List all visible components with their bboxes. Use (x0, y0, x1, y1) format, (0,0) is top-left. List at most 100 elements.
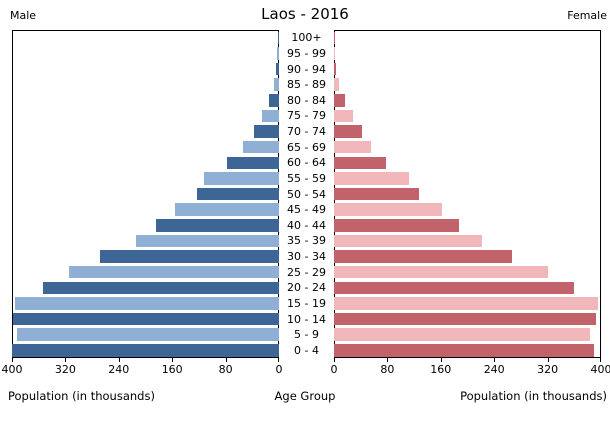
pyramid-row: 55 - 59 (12, 171, 601, 187)
male-bar (17, 328, 279, 341)
pyramid-row: 70 - 74 (12, 124, 601, 140)
female-bar-cell (334, 186, 601, 202)
age-group-label: 65 - 69 (287, 140, 326, 154)
female-side-label: Female (567, 9, 607, 22)
female-bar (334, 140, 372, 154)
center-axis-caption: Age Group (274, 389, 336, 403)
female-bar-cell (334, 296, 601, 312)
x-axis-tick-label: 0 (330, 363, 338, 376)
male-bar (196, 187, 279, 201)
male-bar (277, 31, 279, 45)
female-bar (334, 47, 336, 60)
female-bar (334, 187, 420, 201)
x-axis-tick-mark (547, 358, 549, 362)
x-axis-tick-label: 0 (275, 363, 283, 376)
male-bar (273, 78, 279, 91)
male-bar-cell (12, 264, 279, 280)
female-bar (334, 203, 443, 216)
x-axis-tick-mark (600, 358, 601, 362)
female-bar (334, 125, 363, 138)
pyramid-row: 85 - 89 (12, 77, 601, 93)
male-bar (203, 172, 279, 185)
x-axis-tick-label: 400 (590, 363, 610, 376)
age-group-label: 100+ (291, 31, 322, 45)
male-bar (226, 156, 279, 170)
female-bar (334, 219, 459, 232)
x-axis-tick-mark (387, 358, 389, 362)
pyramid-row: 10 - 14 (12, 311, 601, 327)
male-bar (12, 344, 279, 357)
male-bar-cell (12, 343, 279, 359)
x-axis-tick-mark (494, 358, 496, 362)
pyramid-row: 50 - 54 (12, 186, 601, 202)
female-bar-cell (334, 61, 601, 77)
female-bar-cell (334, 218, 601, 234)
female-bar (334, 297, 599, 310)
pyramid-row: 15 - 19 (12, 296, 601, 312)
age-group-label: 95 - 99 (287, 46, 326, 60)
male-bar-cell (12, 139, 279, 155)
x-axis-tick-mark (172, 358, 174, 362)
x-axis-tick-mark (334, 358, 335, 362)
female-bar-cell (334, 264, 601, 280)
male-bar-cell (12, 155, 279, 171)
age-group-label: 80 - 84 (287, 93, 326, 107)
x-axis-tick-label: 80 (380, 363, 395, 376)
age-group-label: 25 - 29 (287, 265, 326, 279)
age-group-label: 30 - 34 (287, 250, 326, 264)
male-bar-cell (12, 30, 279, 46)
age-group-label: 75 - 79 (287, 109, 326, 123)
x-axis-tick-label: 80 (218, 363, 233, 376)
x-axis-tick-mark (12, 358, 13, 362)
female-bar (334, 281, 575, 295)
pyramid-row: 30 - 34 (12, 249, 601, 265)
pyramid-row: 40 - 44 (12, 218, 601, 234)
age-group-label: 10 - 14 (287, 312, 326, 326)
age-group-label: 85 - 89 (287, 78, 326, 92)
female-bar-cell (334, 93, 601, 109)
male-bar (42, 281, 279, 295)
female-bar (334, 78, 340, 91)
female-bar-cell (334, 233, 601, 249)
male-bar-cell (12, 280, 279, 296)
pyramid-row: 60 - 64 (12, 155, 601, 171)
male-bar-cell (12, 218, 279, 234)
female-bar (334, 31, 335, 45)
male-bar (269, 94, 279, 107)
male-bar (68, 265, 279, 279)
x-axis-tick-label: 320 (537, 363, 559, 376)
age-group-label: 55 - 59 (287, 171, 326, 185)
x-axis-tick-label: 160 (430, 363, 452, 376)
female-bar (334, 328, 590, 341)
male-bar (275, 62, 279, 76)
x-axis-tick-mark (278, 358, 279, 362)
female-bar (334, 250, 512, 263)
female-bar (334, 234, 483, 248)
pyramid-row: 25 - 29 (12, 264, 601, 280)
female-bar (334, 156, 387, 170)
male-bar-cell (12, 93, 279, 109)
female-bar-cell (334, 171, 601, 187)
female-bar-cell (334, 108, 601, 124)
female-bar-cell (334, 343, 601, 359)
male-bar (254, 125, 279, 138)
age-group-label: 90 - 94 (287, 62, 326, 76)
x-axis-tick-mark (440, 358, 442, 362)
pyramid-row: 0 - 4 (12, 343, 601, 359)
male-bar (156, 219, 279, 232)
age-group-label: 0 - 4 (294, 343, 319, 357)
pyramid-row: 80 - 84 (12, 93, 601, 109)
right-axis-caption: Population (in thousands) (460, 389, 607, 403)
age-group-label: 70 - 74 (287, 125, 326, 139)
male-bar (242, 140, 279, 154)
female-bar (334, 172, 410, 185)
male-bar-cell (12, 249, 279, 265)
male-bar-cell (12, 202, 279, 218)
x-axis-tick-label: 240 (108, 363, 130, 376)
male-bar (135, 234, 279, 248)
female-bar (334, 265, 548, 279)
age-group-label: 40 - 44 (287, 218, 326, 232)
left-axis-caption: Population (in thousands) (8, 389, 155, 403)
x-axis-tick-mark (118, 358, 120, 362)
